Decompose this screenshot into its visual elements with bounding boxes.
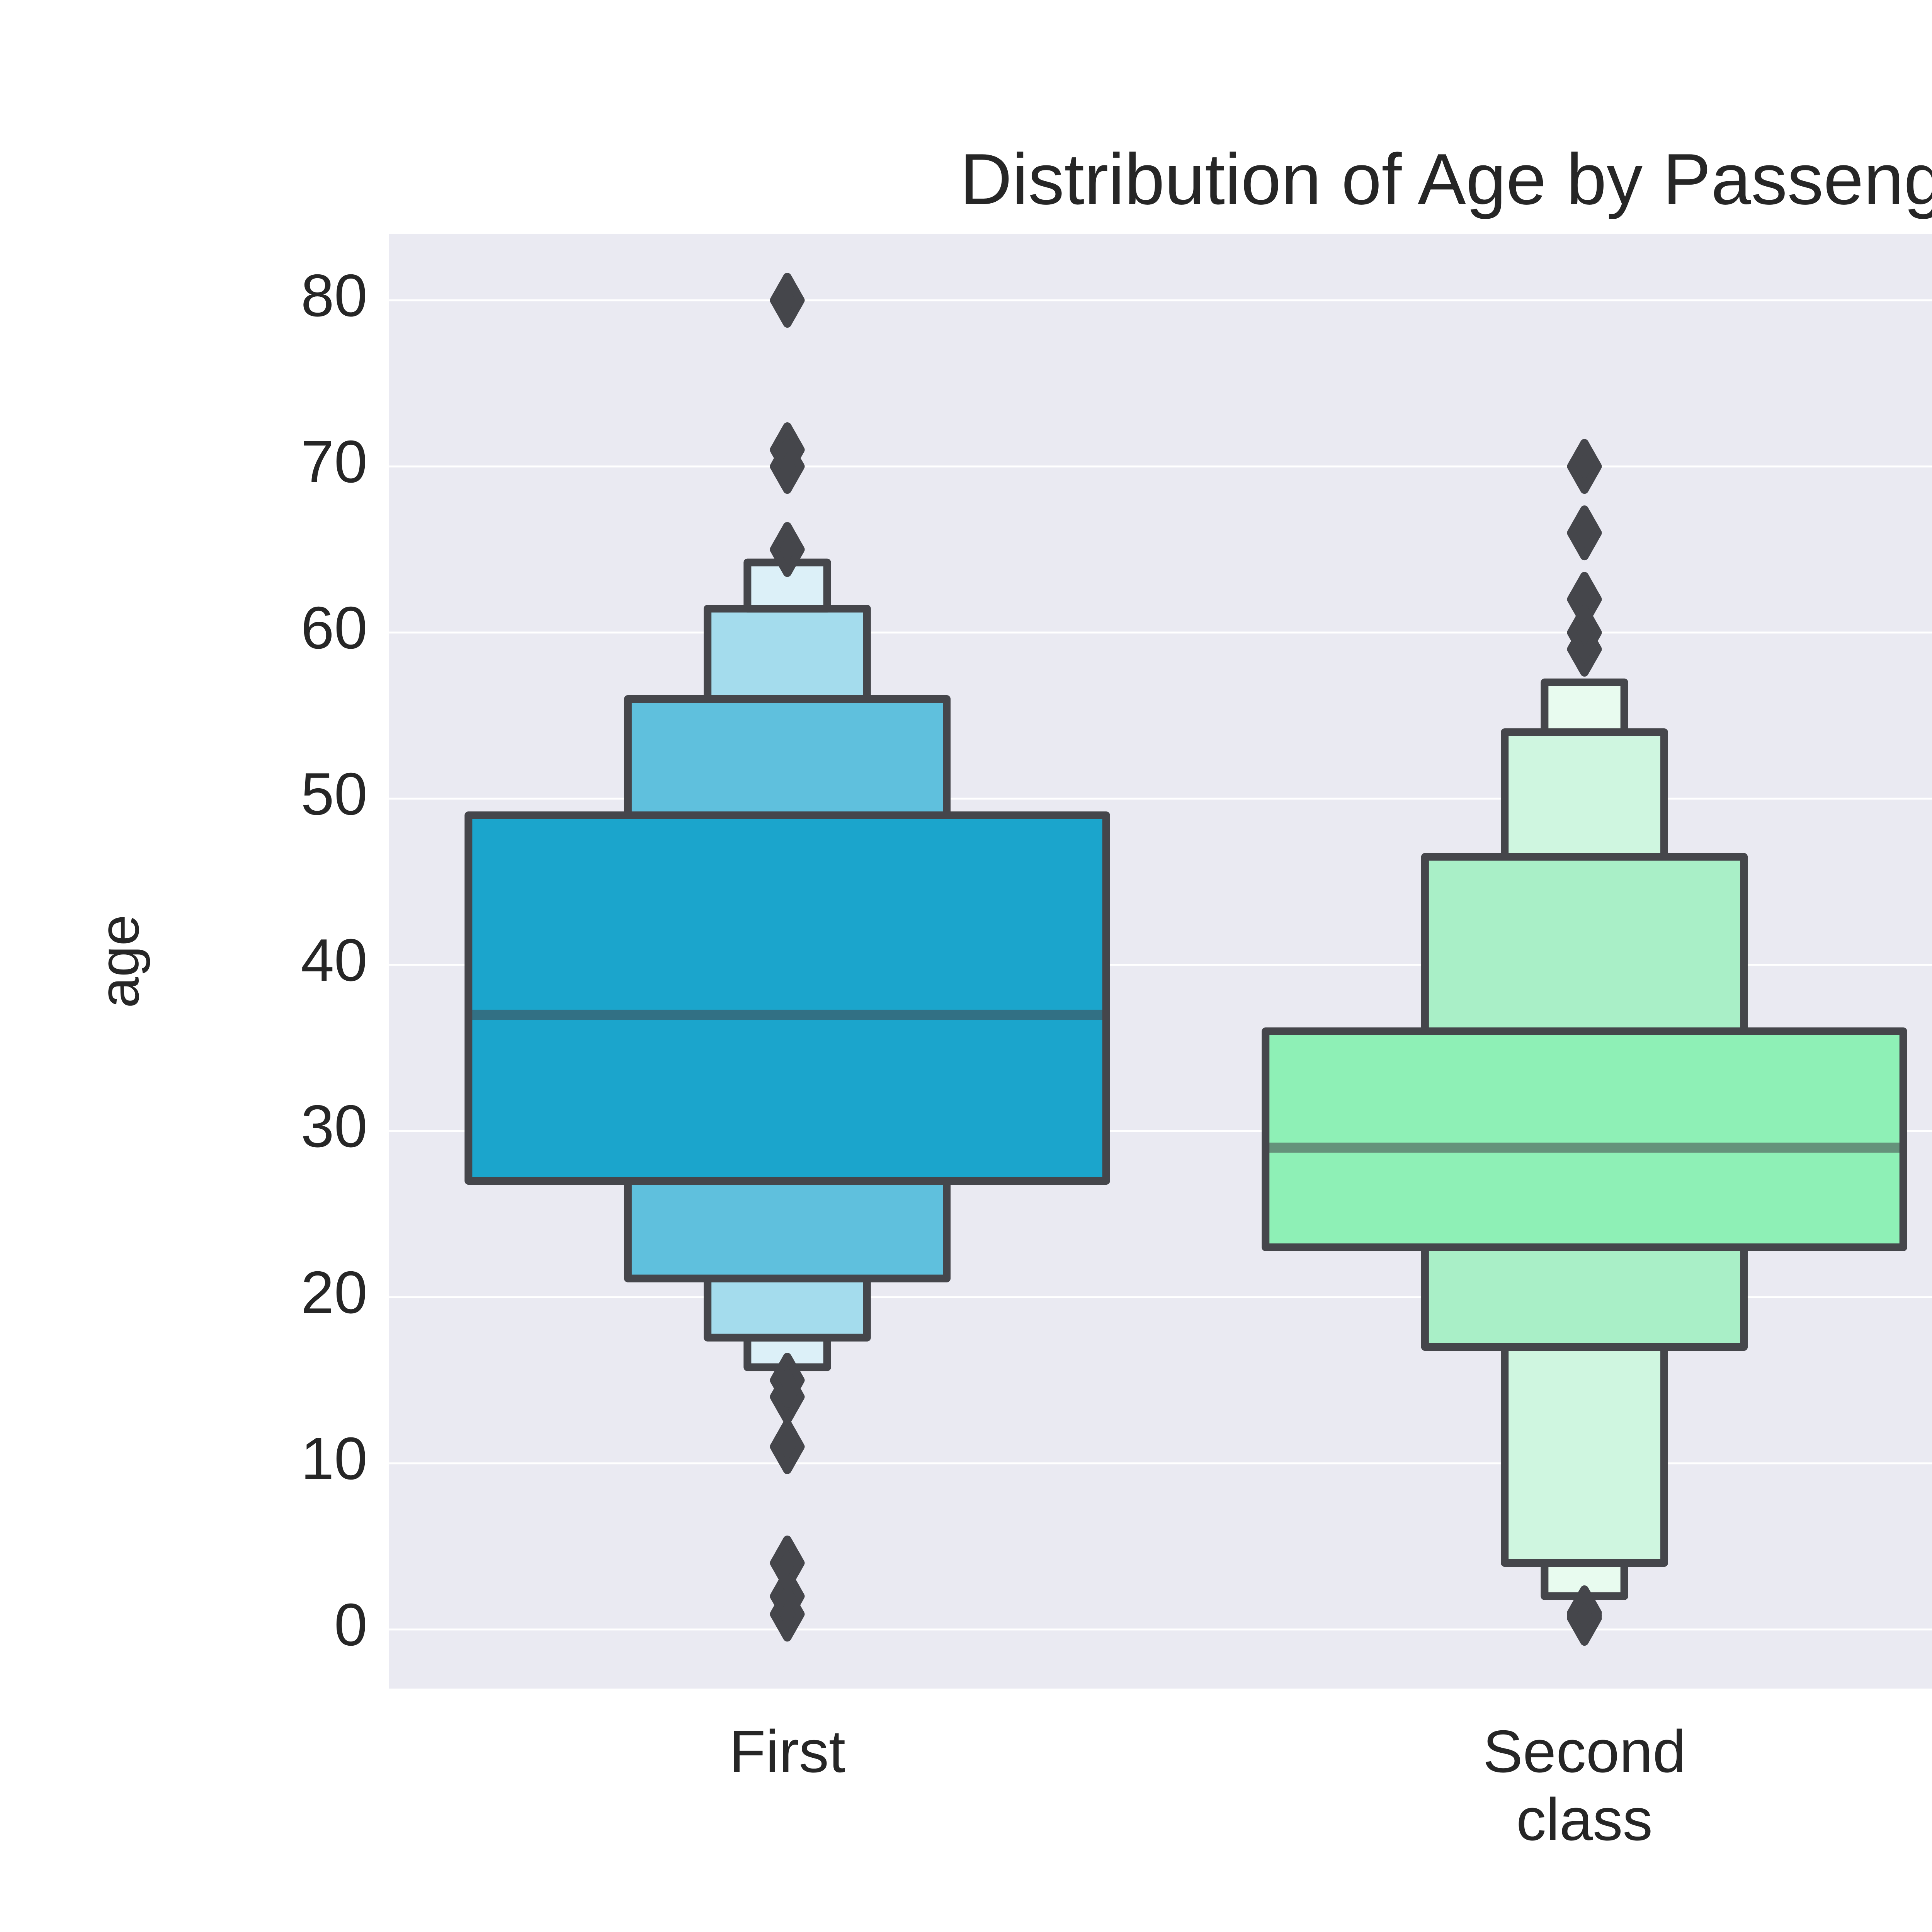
svg-text:50: 50 (301, 760, 367, 827)
svg-text:age: age (88, 915, 150, 1008)
svg-text:10: 10 (301, 1425, 367, 1492)
svg-text:30: 30 (301, 1093, 367, 1160)
svg-text:80: 80 (301, 262, 367, 329)
svg-text:60: 60 (301, 594, 367, 661)
svg-text:Second: Second (1483, 1718, 1686, 1785)
svg-text:0: 0 (334, 1591, 367, 1658)
svg-text:First: First (729, 1718, 845, 1785)
svg-text:Distribution of Age by Passeng: Distribution of Age by Passenger Class (960, 139, 1932, 219)
svg-text:40: 40 (301, 927, 367, 993)
svg-text:class: class (1516, 1786, 1653, 1853)
svg-text:20: 20 (301, 1259, 367, 1326)
svg-text:70: 70 (301, 428, 367, 495)
